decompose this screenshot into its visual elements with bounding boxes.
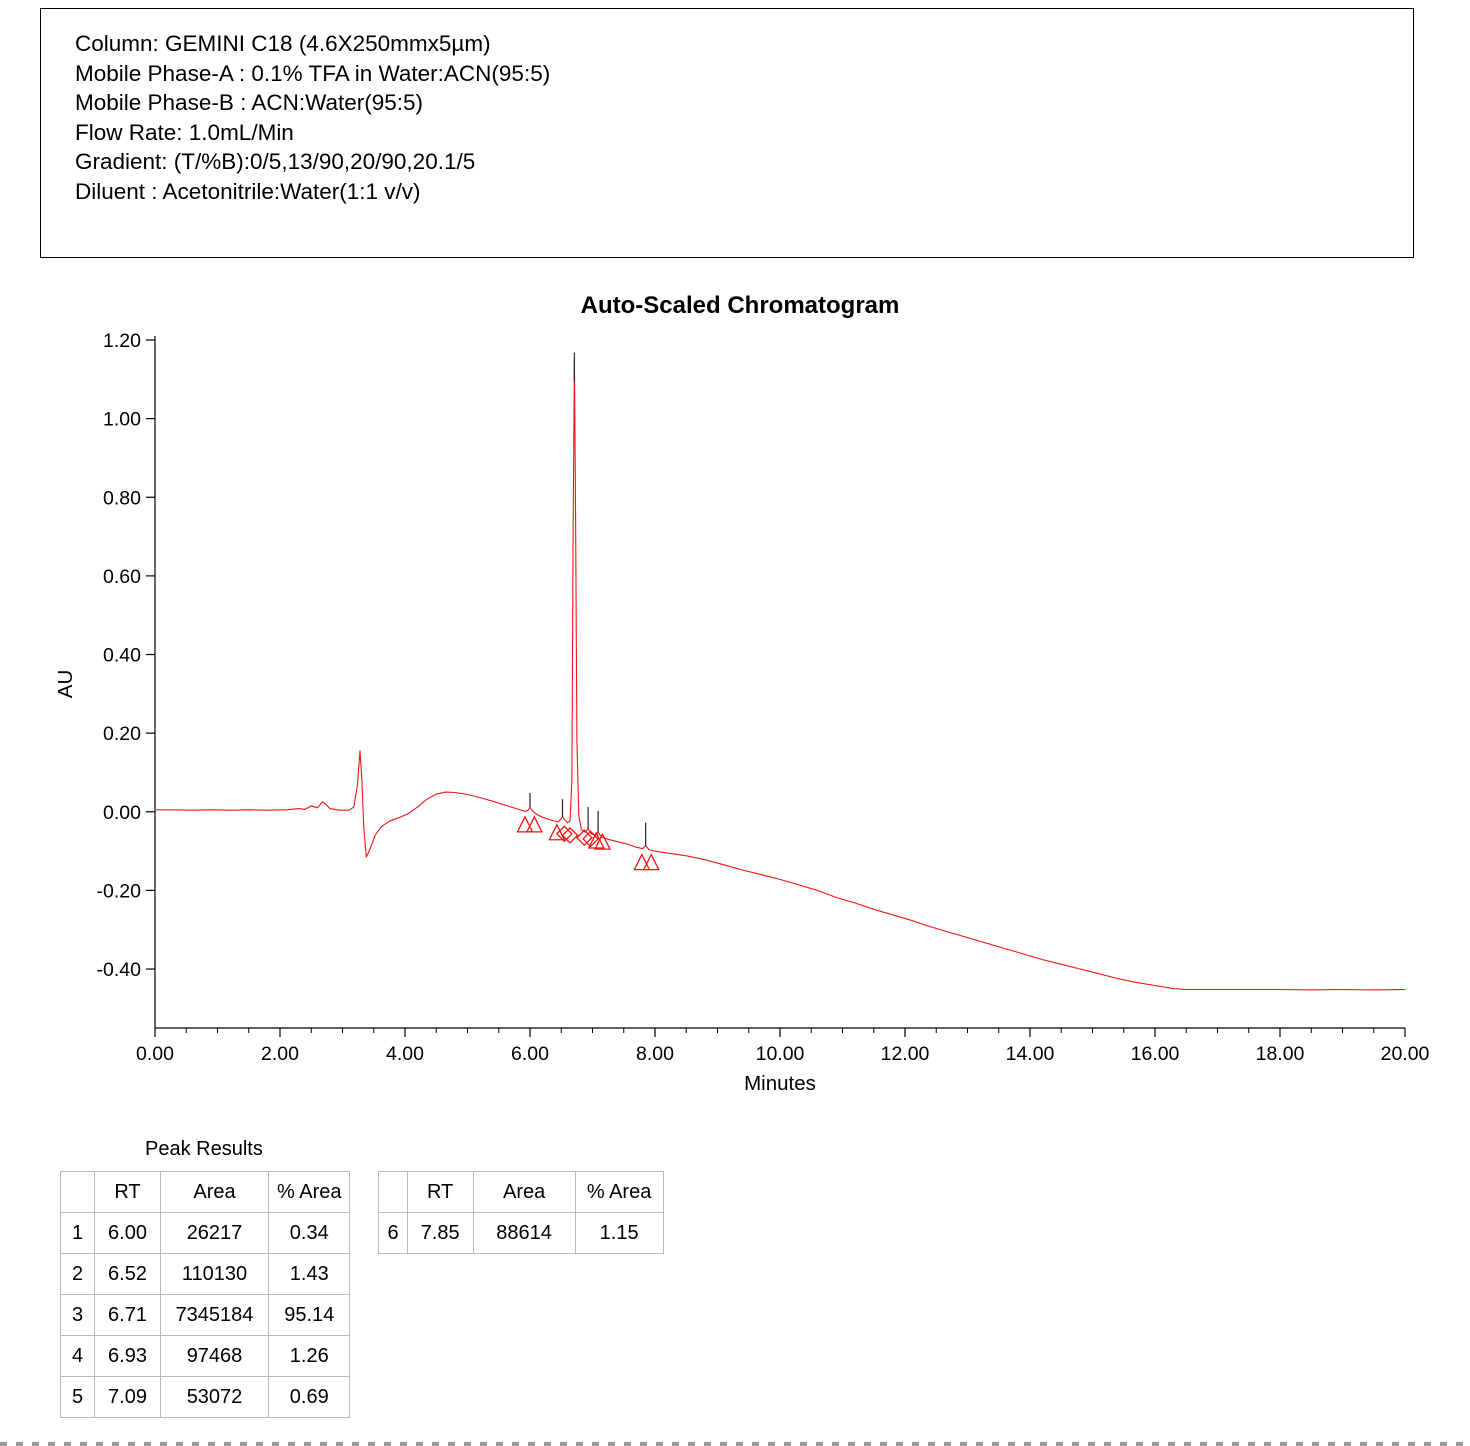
peak-results-section: Peak Results RT Area% Area 1 6.00 26217 0.34 2… xyxy=(60,1138,664,1418)
integration-triangle-marker xyxy=(516,815,534,833)
x-tick-label: 16.00 xyxy=(1131,1043,1180,1065)
chromatogram-section: Auto-Scaled Chromatogram 0.00 2.00 4.00 6.0… xyxy=(40,292,1440,1113)
x-tick-label: 14.00 xyxy=(1006,1043,1055,1065)
table-row: 5 7.09 53072 0.69 xyxy=(60,1376,351,1418)
x-tick-label: 18.00 xyxy=(1256,1043,1305,1065)
y-tick-label: 0.00 xyxy=(103,802,141,824)
peak-results-table-1: RT Area% Area 1 6.00 26217 0.34 2 6.52 110130 1.4… xyxy=(60,1171,351,1418)
integration-diamond-marker xyxy=(582,830,600,848)
peak-results-title: Peak Results xyxy=(145,1138,263,1160)
x-axis-label: Minutes xyxy=(744,1072,816,1095)
method-line-flow-rate: Flow Rate: 1.0mL/Min xyxy=(75,119,294,145)
table-cell: 110130 xyxy=(160,1253,269,1295)
x-tick-label: 12.00 xyxy=(881,1043,930,1065)
integration-triangle-marker xyxy=(525,815,543,833)
table-header-row: RT Area% Area xyxy=(60,1171,351,1213)
integration-triangle-marker xyxy=(642,853,660,871)
table-cell: 95.14 xyxy=(267,1294,351,1336)
table-cell: 3 xyxy=(60,1294,95,1336)
method-line-mobile-phase-b: Mobile Phase-B : ACN:Water(95:5) xyxy=(75,90,424,115)
column-header: % Area xyxy=(267,1171,351,1213)
column-header: Area xyxy=(472,1171,576,1213)
table-cell: 6.71 xyxy=(94,1294,161,1336)
method-line-diluent: Diluent : Acetonitrile:Water(1:1 v/v) xyxy=(75,178,421,204)
table-cell: 53072 xyxy=(160,1376,269,1418)
column-header: RT xyxy=(406,1171,474,1213)
table-cell: 97468 xyxy=(160,1335,269,1377)
table-cell: 6.52 xyxy=(94,1253,161,1295)
table-row: 4 6.93 97468 1.26 xyxy=(60,1335,351,1377)
table-row: 2 6.52 110130 1.43 xyxy=(60,1253,351,1295)
method-line-mobile-phase-a: Mobile Phase-A : 0.1% TFA in Water:ACN(9… xyxy=(75,60,551,86)
table-cell: 7.85 xyxy=(406,1212,474,1254)
table-row: 3 6.71 7345184 95.14 xyxy=(60,1294,351,1336)
x-tick-label: 10.00 xyxy=(756,1043,805,1065)
x-tick-label: 20.00 xyxy=(1381,1043,1430,1065)
table-cell: 2 xyxy=(60,1253,95,1295)
y-tick-label: 1.20 xyxy=(103,330,141,352)
x-tick-label: 0.00 xyxy=(136,1043,174,1065)
table-cell: 6.00 xyxy=(94,1212,161,1254)
table-cell: 6.93 xyxy=(94,1335,161,1377)
table-cell: 88614 xyxy=(472,1212,576,1254)
method-line-gradient: Gradient: (T/%B):0/5,13/90,20/90,20.1/5 xyxy=(75,149,476,174)
integration-diamond-marker xyxy=(575,829,593,847)
table-cell: 1.26 xyxy=(267,1335,351,1377)
y-tick-label: 0.40 xyxy=(103,645,141,667)
integration-triangle-marker xyxy=(593,832,612,850)
table-header-row: RT Area% Area xyxy=(378,1171,664,1213)
x-tick-label: 4.00 xyxy=(386,1043,424,1065)
column-header: Area xyxy=(160,1171,269,1213)
y-tick-label: 0.60 xyxy=(103,566,141,588)
table-cell: 1.15 xyxy=(574,1212,664,1254)
integration-diamond-marker xyxy=(561,826,579,844)
chromatogram-plot: 0.00 2.00 4.00 6.00 8.00 10.00 12.00 14.00 16.00… xyxy=(54,330,1430,1095)
table-cell: 1 xyxy=(60,1212,95,1254)
y-tick-label: -0.20 xyxy=(97,880,142,902)
x-tick-label: 6.00 xyxy=(511,1043,549,1065)
table-cell: 0.34 xyxy=(267,1212,351,1254)
table-cell: 7.09 xyxy=(94,1376,161,1418)
integration-diamond-marker xyxy=(555,825,573,843)
chromatogram-trace xyxy=(154,359,1406,991)
table-row: 1 6.00 26217 0.34 xyxy=(60,1212,351,1254)
table-cell: 1.43 xyxy=(267,1253,351,1295)
y-tick-label: 0.80 xyxy=(103,487,141,509)
column-header: RT xyxy=(94,1171,161,1213)
table-cell: 6 xyxy=(378,1212,408,1254)
integration-triangle-marker xyxy=(548,823,566,841)
table-cell: 7345184 xyxy=(160,1294,269,1336)
page-bottom-tick-marks xyxy=(0,1442,1470,1446)
column-header xyxy=(378,1171,408,1213)
method-line-column: Column: GEMINI C18 (4.6X250mmx5µm) xyxy=(75,31,491,56)
column-header xyxy=(60,1171,95,1213)
table-row: 6 7.85 88614 1.15 xyxy=(378,1212,664,1254)
table-cell: 0.69 xyxy=(267,1376,351,1418)
y-tick-label: 0.20 xyxy=(103,723,141,745)
integration-triangle-marker xyxy=(633,853,651,871)
peak-results-table-2: RT Area% Area 6 7.85 88614 1.15 xyxy=(378,1171,664,1254)
column-header: % Area xyxy=(574,1171,664,1213)
method-info-box: Column: GEMINI C18 (4.6X250mmx5µm) Mobil… xyxy=(40,8,1414,258)
chart-title: Auto-Scaled Chromatogram xyxy=(580,292,900,319)
table-cell: 4 xyxy=(60,1335,95,1377)
x-tick-label: 2.00 xyxy=(261,1043,299,1065)
table-cell: 26217 xyxy=(160,1212,269,1254)
y-axis-label: AU xyxy=(54,670,77,698)
y-tick-label: 1.00 xyxy=(103,409,141,431)
x-tick-label: 8.00 xyxy=(636,1043,674,1065)
y-tick-label: -0.40 xyxy=(97,959,142,981)
table-cell: 5 xyxy=(60,1376,95,1418)
